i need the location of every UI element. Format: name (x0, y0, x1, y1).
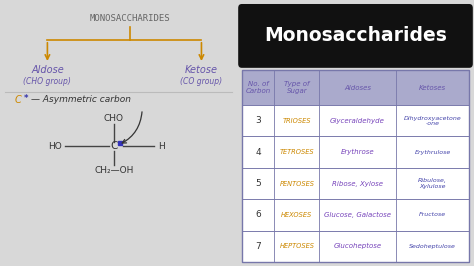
Text: Aldoses: Aldoses (344, 85, 371, 91)
Text: 6: 6 (255, 210, 261, 219)
Text: C: C (110, 141, 118, 151)
Text: Aldose: Aldose (31, 65, 64, 76)
Text: PENTOSES: PENTOSES (279, 181, 314, 186)
Text: Monosaccharides: Monosaccharides (264, 26, 447, 45)
Text: 4: 4 (255, 148, 261, 157)
Text: TETROSES: TETROSES (280, 149, 314, 155)
Text: No. of
Carbon: No. of Carbon (246, 81, 271, 94)
Text: Erythrulose: Erythrulose (414, 150, 451, 155)
Text: MONOSACCHARIDES: MONOSACCHARIDES (90, 14, 171, 23)
Text: H: H (158, 142, 164, 151)
Bar (242, 105, 469, 136)
Bar (242, 199, 469, 231)
Text: 7: 7 (255, 242, 261, 251)
Text: 3: 3 (255, 116, 261, 125)
Text: CH₂—OH: CH₂—OH (94, 166, 134, 175)
Bar (242, 70, 469, 262)
Text: HO: HO (47, 142, 62, 151)
Text: Glyceraldehyde: Glyceraldehyde (330, 118, 385, 124)
Text: — Asymmetric carbon: — Asymmetric carbon (31, 95, 131, 104)
Text: TRIOSES: TRIOSES (283, 118, 311, 124)
Text: Dihydroxyacetone
-one: Dihydroxyacetone -one (404, 115, 461, 126)
Text: Fructose: Fructose (419, 213, 446, 217)
Text: Erythrose: Erythrose (341, 149, 374, 155)
Text: HEPTOSES: HEPTOSES (279, 243, 314, 249)
Text: C: C (14, 95, 21, 105)
Text: Ribulose,
Xylulose: Ribulose, Xylulose (418, 178, 447, 189)
Text: (CO group): (CO group) (181, 77, 222, 86)
Text: Sedoheptulose: Sedoheptulose (409, 244, 456, 249)
Bar (242, 231, 469, 262)
Text: 5: 5 (255, 179, 261, 188)
Text: *: * (24, 94, 28, 103)
Bar (242, 136, 469, 168)
Text: Ketose: Ketose (185, 65, 218, 76)
FancyBboxPatch shape (238, 4, 473, 68)
Text: Type of
Sugar: Type of Sugar (284, 81, 310, 94)
Bar (242, 70, 469, 105)
Text: HEXOSES: HEXOSES (281, 212, 312, 218)
Text: CHO: CHO (104, 114, 124, 123)
Text: Ketoses: Ketoses (419, 85, 446, 91)
Text: (CHO group): (CHO group) (23, 77, 72, 86)
Text: Ribose, Xylose: Ribose, Xylose (332, 181, 383, 186)
Text: Glucose, Galactose: Glucose, Galactose (324, 212, 391, 218)
Bar (242, 168, 469, 199)
Text: Glucoheptose: Glucoheptose (334, 243, 382, 249)
